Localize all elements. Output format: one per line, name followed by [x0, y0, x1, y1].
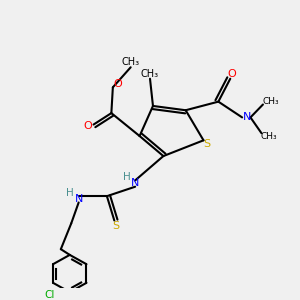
Text: N: N — [74, 194, 83, 204]
Text: S: S — [112, 221, 119, 231]
Text: CH₃: CH₃ — [261, 131, 277, 140]
Text: N: N — [242, 112, 251, 122]
Text: H: H — [67, 188, 74, 198]
Text: S: S — [203, 139, 211, 149]
Text: O: O — [83, 121, 92, 131]
Text: CH₃: CH₃ — [122, 57, 140, 67]
Text: CH₃: CH₃ — [141, 69, 159, 79]
Text: Cl: Cl — [45, 290, 55, 300]
Text: N: N — [131, 178, 139, 188]
Text: O: O — [227, 69, 236, 79]
Text: O: O — [113, 80, 122, 89]
Text: CH₃: CH₃ — [262, 97, 279, 106]
Text: H: H — [123, 172, 131, 182]
